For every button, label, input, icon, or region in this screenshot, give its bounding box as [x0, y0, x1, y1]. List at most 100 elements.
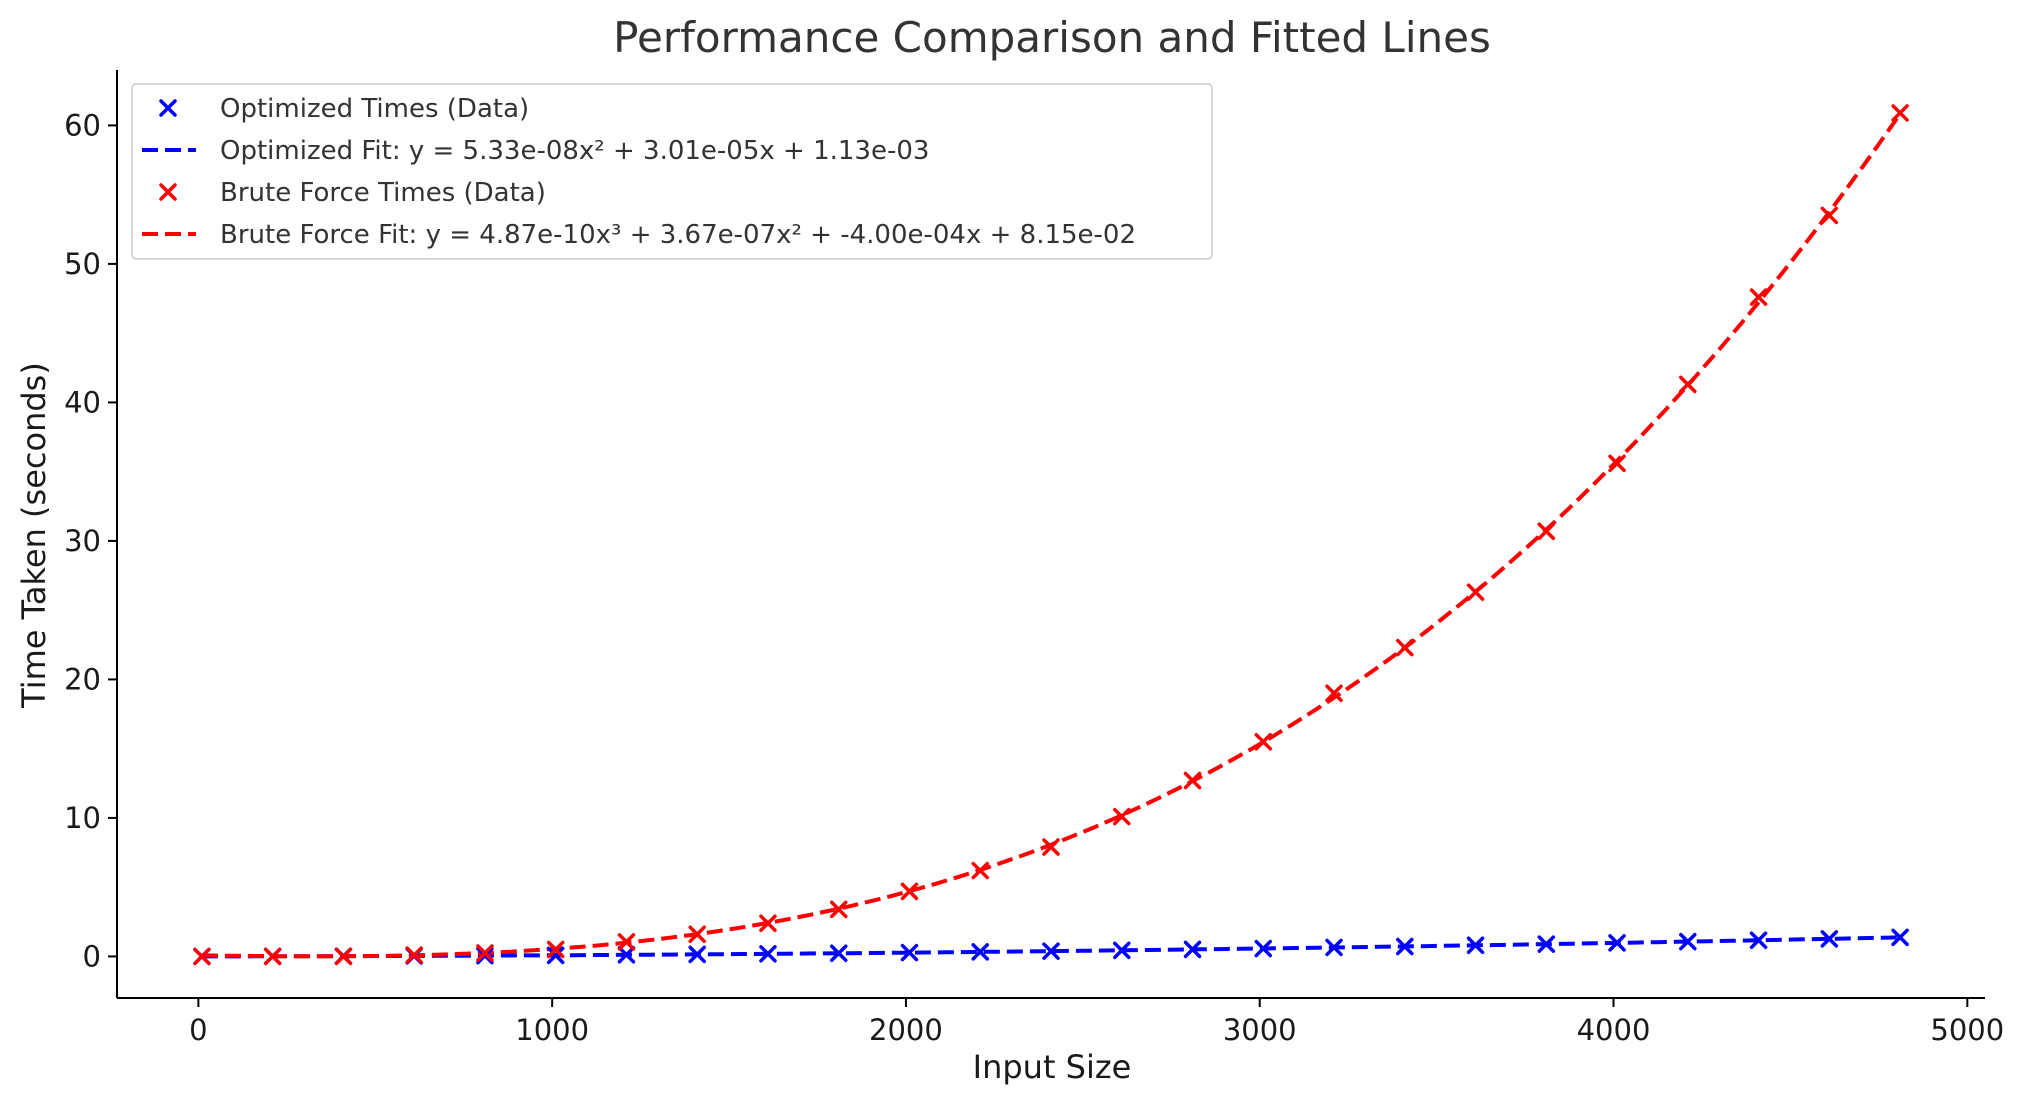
x-tick-label: 0 — [189, 1013, 207, 1047]
marker-stroke — [1113, 941, 1131, 960]
marker-stroke — [334, 947, 353, 966]
brute-force-times-point — [476, 944, 494, 962]
legend-box — [131, 83, 1213, 260]
chart-title: Performance Comparison and Fitted Lines — [613, 13, 1491, 62]
legend-item-1: Optimized Fit: y = 5.33e-08x² + 3.01e-05… — [142, 136, 929, 166]
legend-label: Brute Force Fit: y = 4.87e-10x³ + 3.67e-… — [220, 220, 1136, 250]
brute-force-times-point — [1254, 733, 1273, 751]
marker-stroke — [1679, 932, 1697, 951]
optimized-times-point — [971, 943, 989, 961]
brute-force-times-point — [334, 947, 353, 966]
legend-label: Optimized Fit: y = 5.33e-08x² + 3.01e-05… — [220, 136, 929, 166]
brute-force-times-point — [1325, 684, 1343, 703]
legend-item-2: Brute Force Times (Data) — [159, 178, 546, 208]
optimized-times-point — [476, 946, 494, 965]
y-tick-label: 60 — [64, 108, 101, 142]
brute-force-times-point — [688, 925, 706, 944]
x-tick-label: 5000 — [1930, 1013, 2004, 1047]
plot-area — [193, 104, 1909, 966]
marker-stroke — [476, 946, 494, 965]
brute-force-times-point — [1537, 522, 1556, 540]
marker-stroke — [476, 944, 494, 962]
marker-stroke — [1042, 838, 1060, 856]
y-tick-label: 50 — [64, 247, 101, 281]
marker-stroke — [688, 925, 706, 944]
marker-stroke — [688, 945, 706, 964]
brute-force-times-point — [1113, 807, 1131, 826]
x-axis-label: Input Size — [973, 1048, 1132, 1086]
x-tick-label: 3000 — [1223, 1013, 1297, 1047]
brute-force-times-point — [1749, 288, 1768, 306]
marker-stroke — [1466, 936, 1485, 954]
legend-item-0: Optimized Times (Data) — [159, 94, 529, 124]
marker-stroke — [1537, 935, 1556, 953]
marker-stroke — [1254, 733, 1273, 751]
marker-stroke — [405, 946, 423, 964]
marker-stroke — [193, 947, 211, 966]
marker-stroke — [546, 946, 565, 965]
y-tick-label: 20 — [64, 662, 101, 696]
optimized-times-point — [1466, 936, 1485, 954]
optimized-times-point — [759, 945, 777, 963]
optimized-times-point — [1891, 928, 1909, 947]
optimized-times-point — [1325, 938, 1343, 957]
marker-stroke — [617, 946, 636, 964]
optimized-times-point — [546, 946, 565, 965]
marker-stroke — [546, 940, 565, 959]
marker-stroke — [1608, 934, 1626, 952]
optimized-times-point — [1608, 934, 1626, 952]
optimized-times-point — [617, 946, 636, 964]
optimized-times-point — [1820, 930, 1839, 948]
axes: 0 1000 2000 3000 4000 5000 0 10 20 30 40 50 60 — [64, 70, 2004, 1047]
y-axis-label: Time Taken (seconds) — [15, 362, 53, 709]
marker-stroke — [1183, 940, 1202, 959]
x-tick-label: 1000 — [515, 1013, 589, 1047]
optimized-times-point — [1042, 942, 1060, 960]
marker-stroke — [1254, 939, 1273, 958]
marker-stroke — [1608, 454, 1626, 473]
brute-force-times-point — [405, 946, 423, 964]
marker-stroke — [263, 947, 282, 966]
optimized-times-point — [688, 945, 706, 964]
brute-force-times-point — [617, 933, 636, 951]
brute-force-times-point — [1183, 771, 1202, 790]
marker-stroke — [1891, 928, 1909, 947]
brute-force-times-point — [759, 914, 777, 932]
legend-label: Optimized Times (Data) — [220, 94, 529, 124]
marker-stroke — [1537, 522, 1556, 540]
optimized-times-point — [1396, 937, 1414, 956]
marker-stroke — [1042, 942, 1060, 960]
brute-force-times-point — [263, 947, 282, 966]
optimized-times-point — [1254, 939, 1273, 958]
marker-stroke — [1396, 937, 1414, 956]
optimized-times-point — [1113, 941, 1131, 960]
marker-stroke — [1820, 930, 1839, 948]
optimized-times-point — [900, 943, 919, 962]
marker-stroke — [1466, 583, 1485, 601]
marker-stroke — [971, 861, 989, 880]
legend-marker — [159, 99, 177, 117]
marker-stroke — [759, 945, 777, 963]
legend-label: Brute Force Times (Data) — [220, 178, 546, 208]
marker-stroke — [617, 933, 636, 951]
brute-force-times-point — [971, 861, 989, 880]
marker-stroke — [1679, 375, 1697, 394]
y-tick-label: 10 — [64, 801, 101, 835]
legend-marker — [159, 183, 177, 201]
brute-force-times-point — [1679, 375, 1697, 394]
legend: Optimized Times (Data) Optimized Fit: y =… — [131, 83, 1213, 260]
brute-force-times-point — [193, 947, 211, 966]
marker-stroke — [829, 944, 848, 963]
marker-stroke — [1325, 684, 1343, 703]
optimized-times-point — [1183, 940, 1202, 959]
optimized-times-point — [829, 944, 848, 963]
brute-force-times-point — [829, 900, 848, 919]
optimized-times-point — [1679, 932, 1697, 951]
brute-force-times-point — [546, 940, 565, 959]
brute-force-times-point — [1042, 838, 1060, 856]
y-tick-label: 30 — [64, 524, 101, 558]
brute-force-times-point — [1396, 638, 1414, 657]
marker-stroke — [1396, 638, 1414, 657]
brute-force-times-point — [900, 882, 919, 901]
